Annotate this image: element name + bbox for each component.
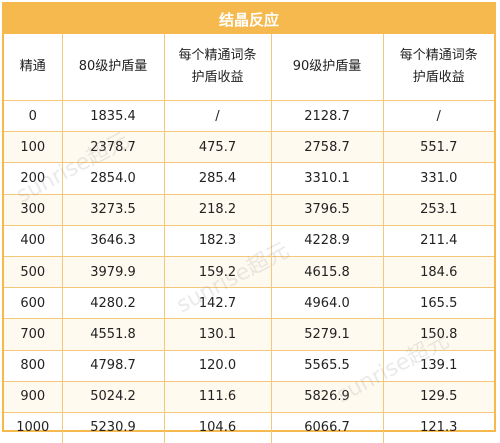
table-cell: 253.1 (383, 194, 494, 226)
table-cell: 100 (4, 131, 63, 164)
table-cell: 800 (4, 350, 63, 382)
header-cell: 80级护盾量 (62, 34, 165, 101)
table-cell: 1835.4 (62, 100, 165, 133)
table-cell: 5826.9 (271, 381, 384, 413)
table-cell: 900 (4, 381, 63, 413)
table-row: 800 4798.7 120.0 5565.5 139.1 (4, 350, 494, 382)
table-cell: / (164, 100, 272, 133)
header-cell: 90级护盾量 (271, 34, 384, 101)
table-cell: 600 (4, 287, 63, 320)
table-row: 200 2854.0 285.4 3310.1 331.0 (4, 162, 494, 195)
table-cell: 331.0 (383, 162, 494, 195)
table-cell: 6066.7 (271, 412, 384, 443)
table-cell: 3979.9 (62, 256, 165, 289)
header-row: 精通 80级护盾量 每个精通词条 护盾收益 90级护盾量 每个精通词条 护盾收益 (4, 34, 494, 101)
table-cell: 500 (4, 256, 63, 289)
table-cell: 111.6 (164, 381, 272, 413)
table-cell: 142.7 (164, 287, 272, 320)
table-cell: 4964.0 (271, 287, 384, 320)
table-title: 结晶反应 (4, 4, 494, 34)
table-cell: 3796.5 (271, 194, 384, 226)
table-cell: 5279.1 (271, 318, 384, 351)
table-cell: 1000 (4, 412, 63, 443)
table-cell: 4551.8 (62, 318, 165, 351)
table-cell: 3310.1 (271, 162, 384, 195)
table-row: 1000 5230.9 104.6 6066.7 121.3 (4, 412, 494, 443)
table-cell: 5565.5 (271, 350, 384, 382)
table-cell: 3273.5 (62, 194, 165, 226)
table-cell: 130.1 (164, 318, 272, 351)
table-cell: 184.6 (383, 256, 494, 289)
table-row: 300 3273.5 218.2 3796.5 253.1 (4, 194, 494, 226)
table-cell: 2854.0 (62, 162, 165, 195)
table-cell: 121.3 (420, 420, 458, 436)
table-row: 900 5024.2 111.6 5826.9 129.5 (4, 381, 494, 413)
table-row: 100 2378.7 475.7 2758.7 551.7 (4, 131, 494, 164)
table-cell: 120.0 (164, 350, 272, 382)
table-cell: 150.8 (383, 318, 494, 351)
table-cell: 159.2 (164, 256, 272, 289)
table-cell: 285.4 (164, 162, 272, 195)
table-cell: 551.7 (383, 131, 494, 164)
header-cell: 每个精通词条 护盾收益 (383, 34, 494, 101)
table-cell: 2128.7 (271, 100, 384, 133)
data-table: 精通 80级护盾量 每个精通词条 护盾收益 90级护盾量 每个精通词条 护盾收益… (4, 34, 494, 443)
table-cell: 3646.3 (62, 225, 165, 257)
table-cell: 211.4 (383, 225, 494, 257)
table-row: 600 4280.2 142.7 4964.0 165.5 (4, 287, 494, 320)
table-row: 0 1835.4/2128.7/ (4, 100, 494, 133)
table-cell: 5230.9 (62, 412, 165, 443)
table-row: 700 4551.8 130.1 5279.1 150.8 (4, 318, 494, 351)
table-cell: 182.3 (164, 225, 272, 257)
table-cell: 4798.7 (62, 350, 165, 382)
table-cell: 5024.2 (62, 381, 165, 413)
header-cell: 精通 (4, 34, 63, 101)
table-cell: 218.2 (164, 194, 272, 226)
table-cell: / (383, 100, 494, 133)
table-cell: 4280.2 (62, 287, 165, 320)
table-row: 400 3646.3 182.3 4228.9 211.4 (4, 225, 494, 257)
table-cell: 700 (4, 318, 63, 351)
table-cell: 2758.7 (271, 131, 384, 164)
table-cell: 165.5 (383, 287, 494, 320)
table-cell: 2378.7 (62, 131, 165, 164)
table-row: 500 3979.9 159.2 4615.8 184.6 (4, 256, 494, 289)
table-cell: 4228.9 (271, 225, 384, 257)
table-cell: 475.7 (164, 131, 272, 164)
table-cell: 400 (4, 225, 63, 257)
table-cell: 4615.8 (271, 256, 384, 289)
header-cell: 每个精通词条 护盾收益 (164, 34, 272, 101)
table-cell: 0 (4, 100, 63, 133)
table-cell: 300 (4, 194, 63, 226)
table-cell: 139.1 (383, 350, 494, 382)
table-cell: 200 (4, 162, 63, 195)
table-cell: 129.5 (383, 381, 494, 413)
table-cell: 104.6 (164, 412, 272, 443)
